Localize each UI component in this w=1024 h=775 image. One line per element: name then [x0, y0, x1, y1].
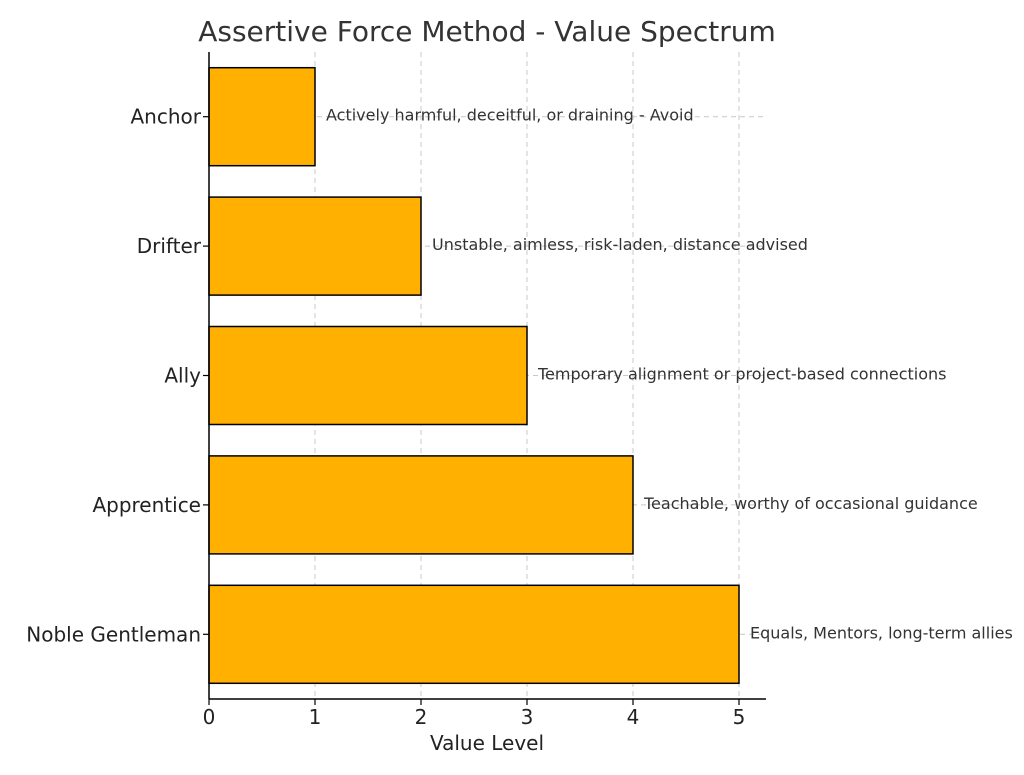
bars-layer — [208, 66, 740, 685]
bar-apprentice — [208, 455, 634, 555]
x-tick-label: 5 — [733, 705, 746, 729]
x-tick-label: 0 — [203, 705, 216, 729]
x-tick-label: 1 — [309, 705, 322, 729]
bar-anchor — [208, 66, 316, 167]
bar-annotation: Unstable, aimless, risk-laden, distance … — [432, 235, 808, 254]
bar-ally — [208, 325, 528, 426]
bar-noble-gentleman — [208, 584, 740, 685]
bar-annotation: Equals, Mentors, long-term allies — [750, 623, 1013, 642]
bar-annotation: Teachable, worthy of occasional guidance — [643, 494, 978, 513]
bar-annotation: Temporary alignment or project-based con… — [537, 365, 947, 384]
y-tick-label: Apprentice — [92, 493, 201, 517]
bar-annotation: Actively harmful, deceitful, or draining… — [326, 106, 694, 125]
x-tick-label: 2 — [415, 705, 428, 729]
y-tick-label: Drifter — [137, 234, 202, 258]
axes-layer — [203, 52, 766, 705]
x-axis-label: Value Level — [430, 731, 544, 755]
labels-layer: 0 1 2 3 4 5 Anchor Actively harmful, deceitful,… — [26, 105, 1013, 729]
y-tick-label: Anchor — [131, 105, 202, 129]
chart-title: Assertive Force Method - Value Spectrum — [198, 15, 776, 48]
x-tick-label: 4 — [627, 705, 640, 729]
y-tick-label: Noble Gentleman — [26, 622, 201, 646]
y-tick-label: Ally — [164, 364, 201, 388]
x-tick-label: 3 — [521, 705, 534, 729]
bar-drifter — [208, 196, 422, 296]
